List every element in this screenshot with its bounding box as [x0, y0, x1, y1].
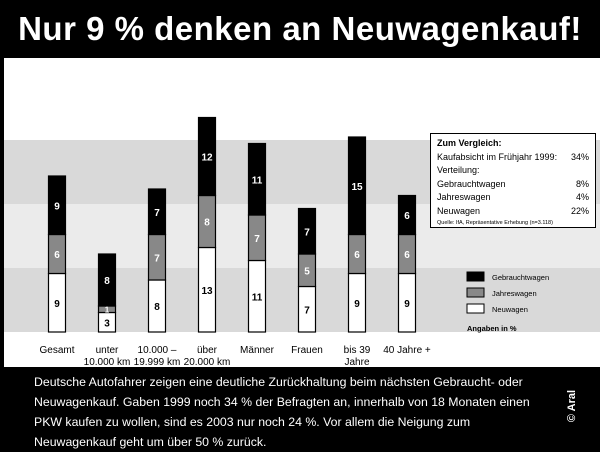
infobox-source: Quelle: IfA, Repräsentative Erhebung (n=…	[437, 220, 553, 226]
x-tick-label: 40 Jahre +	[383, 345, 431, 356]
data-label: 7	[304, 227, 310, 238]
caption: Deutsche Autofahrer zeigen eine deutlich…	[34, 375, 530, 449]
bar-segment-gebrauchtwagen	[147, 188, 167, 236]
infobox-subheading: Verteilung:	[437, 165, 480, 175]
infobox-heading: Zum Vergleich:	[437, 138, 502, 148]
legend-swatch-neuwagen	[466, 303, 485, 314]
infobox-row: Jahreswagen 4%	[437, 191, 589, 205]
data-label: 8	[204, 218, 210, 229]
infobox-row-label: Neuwagen	[437, 205, 481, 216]
x-tick-label: Männer	[240, 345, 275, 356]
infobox-row: Neuwagen 22%	[437, 205, 589, 219]
data-label: 9	[354, 299, 360, 310]
legend-label: Neuwagen	[492, 305, 528, 314]
x-tick-label: bis 39	[344, 345, 371, 356]
data-label: 6	[404, 211, 410, 222]
chart-area: 9 6 9 Gesamt 3 1 8 unter 10.000 km 8 7 7 10.000 –19.…	[4, 58, 600, 367]
data-label: 6	[404, 250, 410, 261]
x-tick-label: über	[197, 345, 218, 356]
infobox-line1: Kaufabsicht im Frühjahr 1999: 34%	[437, 151, 589, 165]
data-label: 15	[351, 182, 363, 193]
legend-label: Jahreswagen	[492, 289, 537, 298]
data-label: 7	[154, 208, 160, 219]
x-tick-label: 10.000 –	[138, 345, 177, 356]
data-label: 9	[404, 299, 410, 310]
infobox-row-value: 8%	[575, 178, 589, 189]
bar-segment-gebrauchtwagen	[97, 253, 117, 307]
data-label: 11	[252, 292, 263, 303]
copyright: © Aral	[566, 389, 578, 423]
unit-note: Angaben in %	[467, 324, 517, 333]
data-label: 7	[254, 234, 260, 245]
data-label: 7	[304, 305, 310, 316]
data-label: 1	[105, 305, 110, 314]
infobox-row-value: 22%	[570, 205, 589, 216]
data-label: 9	[54, 299, 60, 310]
data-label: 8	[104, 276, 110, 287]
x-tick-label: unter	[96, 345, 119, 356]
comparison-box: Zum Vergleich: Kaufabsicht im Frühjahr 1…	[430, 133, 596, 228]
data-label: 12	[201, 153, 213, 164]
data-label: 8	[154, 302, 160, 313]
x-tick-label: Jahre	[344, 357, 369, 367]
bar-segment-gebrauchtwagen	[197, 116, 217, 197]
x-tick-label: 10.000 km	[84, 357, 131, 367]
x-tick-label: Gesamt	[39, 345, 74, 356]
infobox-row-label: Gebrauchtwagen	[437, 178, 506, 189]
data-label: 5	[304, 266, 310, 277]
x-tick-label: 19.999 km	[134, 357, 181, 367]
infobox-row-label: Jahreswagen	[437, 192, 491, 202]
data-label: 3	[104, 318, 110, 329]
data-label: 6	[54, 250, 60, 261]
data-label: 6	[354, 250, 360, 261]
bar-segment-gebrauchtwagen	[397, 194, 417, 236]
bar-segment-gebrauchtwagen	[247, 142, 267, 216]
infobox-row-value: 4%	[575, 192, 589, 202]
infobox-line1-label: Kaufabsicht im Frühjahr 1999:	[437, 151, 558, 162]
bar-segment-gebrauchtwagen	[297, 207, 317, 255]
data-label: 7	[154, 253, 160, 264]
infobox-line1-value: 34%	[570, 151, 589, 162]
legend-swatch-jahreswagen	[466, 287, 485, 298]
x-tick-label: 20.000 km	[184, 357, 231, 367]
data-label: 9	[54, 201, 60, 212]
x-tick-label: Frauen	[291, 345, 323, 356]
legend-label: Gebrauchtwagen	[492, 273, 549, 282]
data-label: 11	[252, 175, 263, 186]
infobox-row: Gebrauchtwagen 8%	[437, 178, 589, 192]
bar-segment-gebrauchtwagen	[47, 175, 67, 236]
chart-title: Nur 9 % denken an Neuwagenkauf!	[0, 0, 600, 58]
legend-swatch-gebrauchtwagen	[466, 271, 485, 282]
bar-segment-gebrauchtwagen	[347, 136, 367, 236]
data-label: 13	[201, 286, 213, 297]
